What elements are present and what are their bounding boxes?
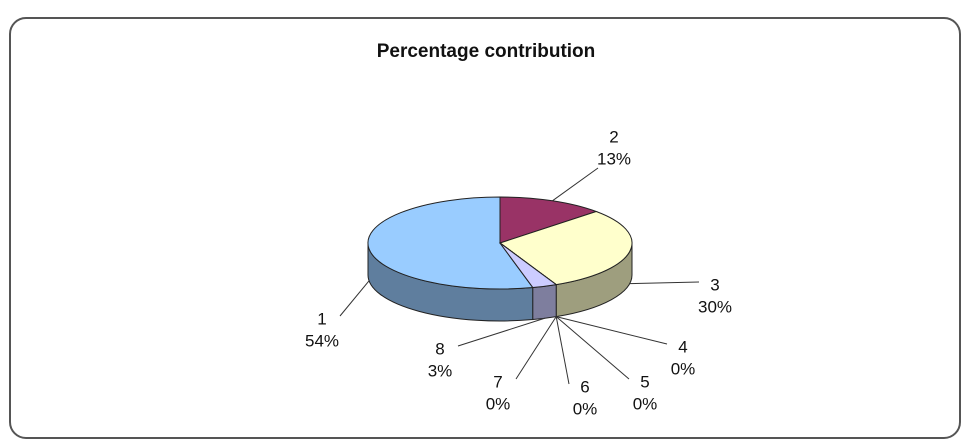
category-label: 5 bbox=[640, 372, 649, 391]
category-label: 6 bbox=[580, 377, 589, 396]
value-label: 13% bbox=[597, 149, 631, 168]
leader-line bbox=[552, 167, 599, 202]
value-label: 0% bbox=[486, 394, 511, 413]
category-label: 3 bbox=[710, 275, 719, 294]
category-label: 2 bbox=[609, 127, 618, 146]
pie-slice-side bbox=[532, 284, 557, 321]
pie-labels: 1 54% 2 13% 3 30% 4 0% 5 0% 6 0% 7 0% 8 3% bbox=[305, 127, 732, 418]
leader-line bbox=[555, 316, 570, 385]
category-label: 4 bbox=[678, 337, 687, 356]
category-label: 7 bbox=[493, 372, 502, 391]
value-label: 3% bbox=[428, 361, 453, 380]
chart-title: Percentage contribution bbox=[377, 41, 596, 62]
category-label: 1 bbox=[317, 309, 326, 328]
pie-tops bbox=[367, 196, 633, 290]
pie-slice bbox=[367, 196, 534, 290]
value-label: 54% bbox=[305, 331, 339, 350]
leader-line bbox=[457, 317, 545, 347]
pie-slice bbox=[499, 196, 598, 244]
leader-line bbox=[555, 316, 630, 380]
pie-slice bbox=[498, 210, 633, 286]
pie-sides bbox=[367, 242, 633, 322]
leader-line bbox=[339, 280, 370, 317]
leader-line bbox=[629, 281, 700, 285]
pie-slice bbox=[499, 242, 558, 289]
value-label: 0% bbox=[671, 359, 696, 378]
value-label: 0% bbox=[633, 394, 658, 413]
value-label: 30% bbox=[698, 297, 732, 316]
leader-line bbox=[556, 316, 668, 345]
category-label: 8 bbox=[435, 339, 444, 358]
value-label: 0% bbox=[573, 399, 598, 418]
leader-line bbox=[515, 316, 557, 380]
